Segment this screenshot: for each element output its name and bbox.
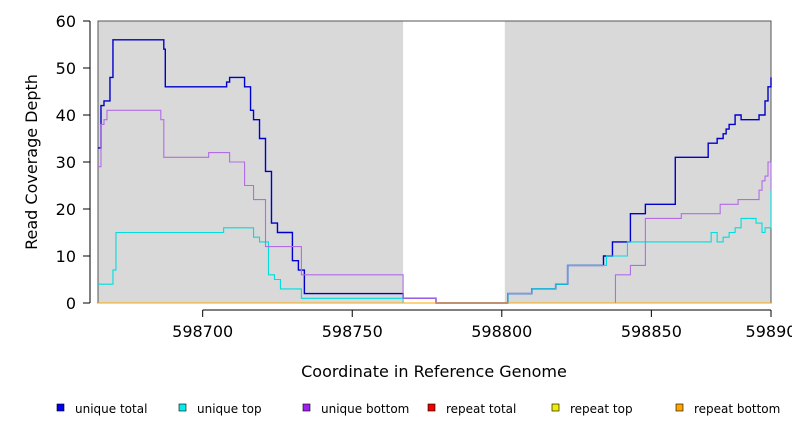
series-layer [98, 39, 772, 304]
series-unique-bottom [98, 109, 772, 304]
x-tick-label: 598800 [471, 322, 532, 341]
legend-swatch-repeat-top [551, 403, 560, 412]
legend-swatch-repeat-bottom [675, 403, 684, 412]
legend-swatch-repeat-total [427, 403, 436, 412]
y-axis: 0 10 20 30 40 50 60 [56, 12, 91, 313]
x-axis-title: Coordinate in Reference Genome [301, 362, 567, 381]
y-tick-label: 20 [56, 200, 76, 219]
x-axis: 598700 598750 598800 598850 59890 [172, 309, 792, 341]
legend-label-repeat-total: repeat total [446, 402, 516, 416]
y-tick-label: 0 [66, 294, 76, 313]
y-axis-title: Read Coverage Depth [22, 74, 41, 250]
x-tick-label: 598750 [322, 322, 383, 341]
x-tick-label: 59890 [746, 322, 792, 341]
legend-label-unique-bottom: unique bottom [321, 402, 409, 416]
legend-swatch-unique-bottom [302, 403, 311, 412]
legend: unique total unique top unique bottom repea… [56, 402, 780, 416]
x-tick-label: 598850 [621, 322, 682, 341]
y-tick-label: 30 [56, 153, 76, 172]
legend-label-repeat-top: repeat top [570, 402, 633, 416]
legend-swatch-unique-total [56, 403, 65, 412]
y-tick-label: 10 [56, 247, 76, 266]
legend-label-unique-total: unique total [75, 402, 147, 416]
x-tick-label: 598700 [172, 322, 233, 341]
y-tick-label: 50 [56, 59, 76, 78]
legend-swatch-unique-top [178, 403, 187, 412]
y-tick-label: 60 [56, 12, 76, 31]
series-unique-top [98, 190, 772, 304]
shaded-region-2 [504, 21, 771, 303]
y-tick-label: 40 [56, 106, 76, 125]
legend-label-unique-top: unique top [197, 402, 262, 416]
shaded-region-1 [98, 21, 404, 303]
background-regions [98, 21, 771, 303]
legend-label-repeat-bottom: repeat bottom [694, 402, 780, 416]
